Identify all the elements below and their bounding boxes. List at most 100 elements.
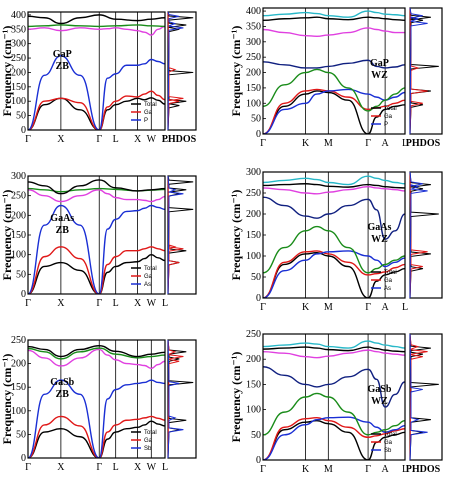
- kpoint-label: M: [324, 464, 333, 475]
- branch-fo: [263, 225, 405, 274]
- branch-la: [28, 246, 165, 294]
- y-tick-label: 300: [11, 39, 26, 50]
- y-tick-label: 150: [246, 83, 261, 94]
- kpoint-label: M: [324, 138, 333, 149]
- y-tick-label: 0: [21, 289, 26, 300]
- branch-lo2: [263, 340, 405, 349]
- plot-frame: [27, 175, 166, 295]
- branch-to1: [263, 366, 405, 408]
- kpoint-label: Γ: [96, 462, 102, 473]
- legend-label: Total: [384, 106, 397, 112]
- branch-fo: [263, 68, 405, 112]
- legend-label: As: [144, 282, 151, 288]
- y-tick-label: 150: [246, 230, 261, 241]
- y-tick-label: 0: [256, 129, 261, 140]
- phdos-panel: [409, 171, 443, 299]
- branch-la: [263, 250, 405, 298]
- legend-label: Ga: [144, 438, 153, 444]
- material-label: GaAs: [50, 213, 74, 224]
- y-tick-label: 200: [11, 210, 26, 221]
- y-tick-label: 200: [11, 67, 26, 78]
- y-tick-label: 300: [246, 37, 261, 48]
- y-tick-label: 150: [11, 382, 26, 393]
- kpoint-label: Γ: [96, 298, 102, 309]
- branch-o2: [28, 344, 165, 358]
- y-tick-label: 150: [246, 379, 261, 390]
- branch-ta2: [263, 250, 405, 298]
- y-tick-label: 0: [21, 453, 26, 464]
- y-tick-label: 350: [246, 21, 261, 32]
- dispersion-curves: [263, 175, 405, 298]
- y-tick-label: 200: [246, 209, 261, 220]
- phdos-curve: [409, 333, 428, 461]
- structure-label: ZB: [56, 225, 70, 236]
- branch-to: [28, 204, 165, 294]
- branch-o1: [28, 347, 165, 360]
- kpoint-label: K: [302, 464, 310, 475]
- kpoint-label: Γ: [260, 138, 266, 149]
- kpoint-label: K: [302, 138, 310, 149]
- kpoint-label: K: [302, 302, 310, 313]
- plot-frame: [262, 7, 406, 135]
- structure-label: WZ: [371, 396, 388, 407]
- branch-o2: [28, 179, 165, 195]
- branch-ta1: [263, 251, 405, 298]
- kpoint-label: L: [162, 462, 168, 473]
- phdos-panel: [167, 339, 197, 459]
- kpoint-label: Γ: [365, 138, 371, 149]
- y-tick-label: 200: [246, 354, 261, 365]
- structure-label: WZ: [371, 70, 388, 81]
- phdos-frame: [167, 11, 197, 131]
- material-label: GaSb: [50, 377, 74, 388]
- y-tick-label: 0: [21, 125, 26, 136]
- material-label: GaSb: [367, 384, 391, 395]
- legend-label: Sb: [144, 446, 152, 452]
- kpoint-label: Γ: [25, 462, 31, 473]
- kpoint-label: L: [113, 298, 119, 309]
- plot-frame: [262, 171, 406, 299]
- branch-lo3: [263, 16, 405, 21]
- phdos-curve: [409, 7, 439, 135]
- phdos-panel: PHDOS: [162, 11, 197, 145]
- kpoint-label: A: [382, 464, 390, 475]
- legend-label: Total: [384, 270, 397, 276]
- branch-lo2: [263, 10, 405, 18]
- phdos-panel: PHDOS: [406, 7, 443, 149]
- phdos-curve: [167, 175, 184, 295]
- phdos-curve: [409, 333, 428, 461]
- kpoint-label: A: [382, 302, 390, 313]
- branch-to: [28, 379, 165, 458]
- branch-fo: [263, 392, 405, 436]
- y-tick-label: 50: [16, 111, 26, 122]
- phdos-curve: [167, 11, 184, 131]
- branch-ta2: [263, 88, 405, 134]
- y-axis-title: Frequency (cm⁻¹): [229, 26, 243, 117]
- phdos-curve: [167, 339, 184, 459]
- kpoint-label: W: [147, 462, 157, 473]
- phdos-curve: [409, 171, 428, 299]
- y-tick-label: 100: [246, 405, 261, 416]
- kpoint-label: X: [134, 134, 142, 145]
- legend-label: Sb: [384, 448, 392, 454]
- panel-gap-zb: Γ X Γ L X W L050100150200250300350400Frequency…: [0, 10, 197, 145]
- kpoint-label: L: [402, 464, 408, 475]
- branch-lo1: [263, 27, 405, 37]
- y-tick-label: 200: [11, 359, 26, 370]
- phdos-label: PHDOS: [162, 134, 197, 145]
- legend-label: Ga: [144, 110, 153, 116]
- kpoint-label: X: [57, 134, 65, 145]
- legend-label: Total: [144, 430, 157, 436]
- branch-lo2: [263, 175, 405, 186]
- legend-label: Ga: [384, 440, 393, 446]
- branch-lo1: [263, 185, 405, 195]
- y-tick-label: 400: [11, 10, 26, 21]
- y-tick-label: 300: [11, 171, 26, 182]
- legend-label: P: [144, 118, 148, 124]
- material-label: GaP: [370, 58, 389, 69]
- kpoint-label: X: [57, 298, 65, 309]
- kpoint-label: L: [402, 138, 408, 149]
- plot-frame: [262, 333, 406, 461]
